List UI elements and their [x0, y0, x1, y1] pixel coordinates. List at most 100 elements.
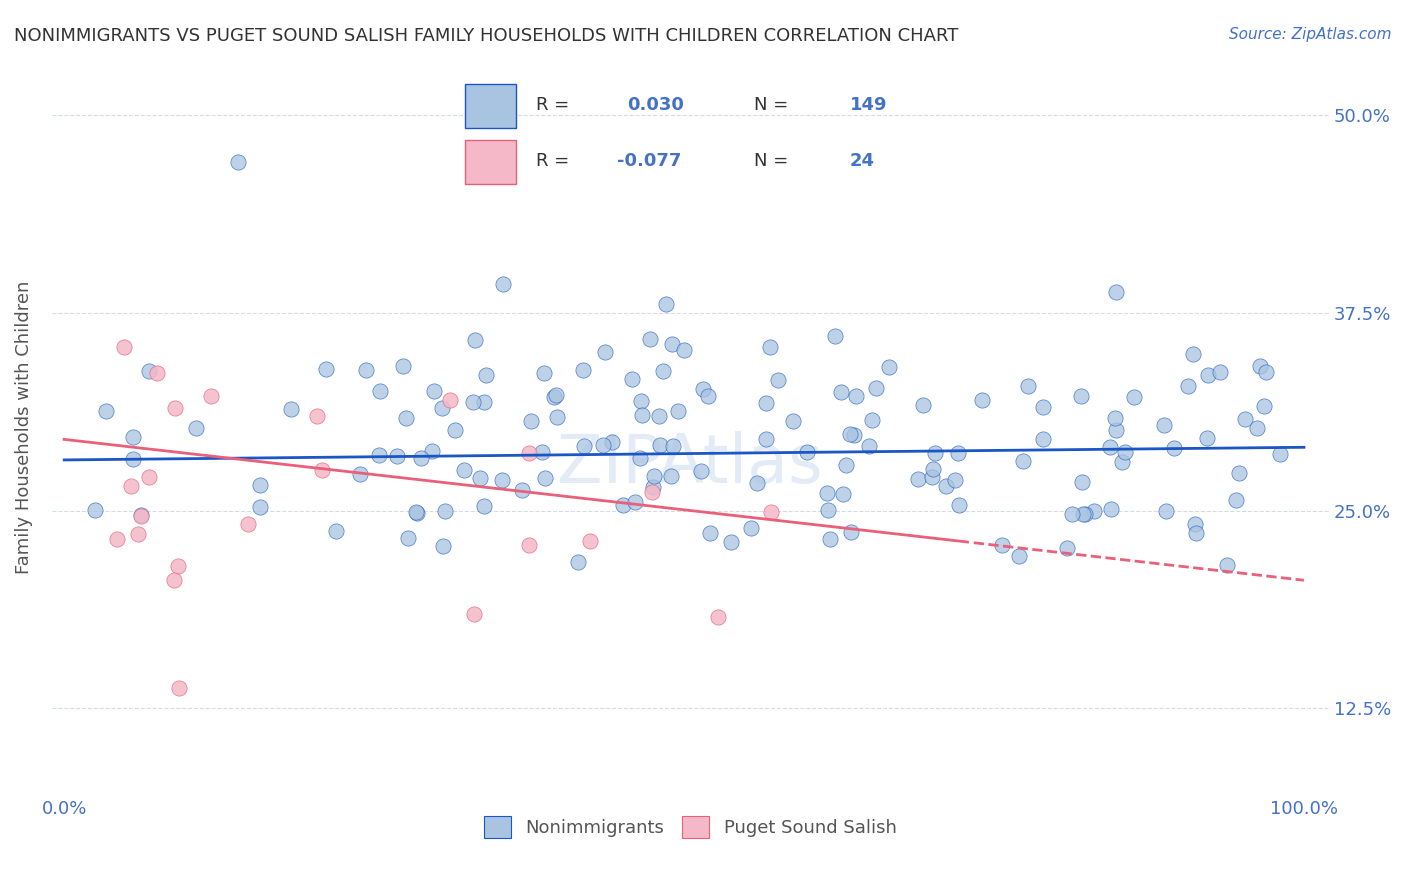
Point: [1062, 507, 1084, 521]
Point: [593, 344, 616, 359]
Point: [720, 535, 742, 549]
Point: [759, 340, 782, 354]
Point: [1216, 558, 1239, 573]
Text: -0.077: -0.077: [617, 153, 682, 170]
Text: NONIMMIGRANTS VS PUGET SOUND SALISH FAMILY HOUSEHOLDS WITH CHILDREN CORRELATION : NONIMMIGRANTS VS PUGET SOUND SALISH FAMI…: [14, 27, 959, 45]
Point: [1177, 378, 1199, 392]
Point: [755, 432, 778, 446]
Point: [423, 384, 446, 398]
Point: [461, 394, 484, 409]
Point: [430, 401, 453, 415]
Point: [579, 533, 602, 548]
Point: [696, 389, 718, 403]
Point: [948, 498, 970, 512]
Text: ZIPAtlas: ZIPAtlas: [557, 432, 823, 498]
Point: [517, 538, 540, 552]
Point: [472, 499, 495, 513]
Point: [655, 297, 678, 311]
Point: [1225, 492, 1247, 507]
Point: [572, 439, 595, 453]
Point: [1154, 504, 1177, 518]
Point: [531, 444, 554, 458]
Point: [815, 486, 838, 500]
Point: [921, 469, 943, 483]
Point: [831, 487, 853, 501]
Point: [755, 395, 778, 409]
Text: Source: ZipAtlas.com: Source: ZipAtlas.com: [1229, 27, 1392, 42]
Point: [1268, 447, 1291, 461]
Point: [842, 428, 865, 442]
Text: R =: R =: [536, 153, 569, 170]
Point: [370, 384, 392, 398]
Point: [1184, 516, 1206, 531]
Point: [395, 411, 418, 425]
Point: [1185, 525, 1208, 540]
Point: [844, 389, 866, 403]
Point: [877, 359, 900, 374]
Point: [127, 526, 149, 541]
Point: [311, 463, 333, 477]
Point: [620, 372, 643, 386]
Point: [472, 394, 495, 409]
Point: [387, 449, 409, 463]
Point: [444, 423, 467, 437]
Point: [970, 393, 993, 408]
Point: [280, 402, 302, 417]
Point: [641, 485, 664, 500]
Point: [1071, 507, 1094, 521]
Point: [630, 393, 652, 408]
Point: [1104, 411, 1126, 425]
Point: [766, 373, 789, 387]
Point: [422, 444, 444, 458]
Point: [439, 393, 461, 408]
Point: [651, 364, 673, 378]
Text: N =: N =: [754, 153, 787, 170]
Point: [354, 363, 377, 377]
Point: [661, 439, 683, 453]
Point: [315, 362, 337, 376]
Legend: Nonimmigrants, Puget Sound Salish: Nonimmigrants, Puget Sound Salish: [477, 809, 904, 846]
Point: [94, 403, 117, 417]
Point: [453, 463, 475, 477]
Point: [1182, 347, 1205, 361]
Point: [368, 448, 391, 462]
Point: [991, 538, 1014, 552]
Point: [1163, 441, 1185, 455]
Point: [1249, 359, 1271, 373]
Point: [690, 464, 713, 478]
Point: [249, 500, 271, 515]
Point: [946, 446, 969, 460]
Point: [759, 506, 782, 520]
Text: R =: R =: [536, 96, 569, 114]
Point: [1111, 454, 1133, 468]
Text: 0.030: 0.030: [627, 96, 683, 114]
Point: [169, 681, 191, 695]
Point: [492, 277, 515, 291]
Point: [1032, 400, 1054, 414]
Point: [464, 333, 486, 347]
Point: [1083, 504, 1105, 518]
Text: 24: 24: [849, 153, 875, 170]
Point: [432, 539, 454, 553]
Point: [1209, 365, 1232, 379]
Point: [83, 503, 105, 517]
Text: N =: N =: [754, 96, 787, 114]
Point: [600, 434, 623, 449]
FancyBboxPatch shape: [465, 84, 516, 128]
Point: [1008, 549, 1031, 563]
Point: [433, 504, 456, 518]
Point: [648, 438, 671, 452]
Point: [129, 508, 152, 522]
Point: [839, 427, 862, 442]
Y-axis label: Family Households with Children: Family Households with Children: [15, 281, 32, 574]
Point: [112, 340, 135, 354]
Point: [672, 343, 695, 358]
Point: [745, 476, 768, 491]
Point: [643, 480, 665, 494]
Point: [740, 521, 762, 535]
Point: [1114, 445, 1136, 459]
Point: [131, 509, 153, 524]
Point: [546, 387, 568, 401]
Point: [1246, 421, 1268, 435]
Point: [411, 451, 433, 466]
